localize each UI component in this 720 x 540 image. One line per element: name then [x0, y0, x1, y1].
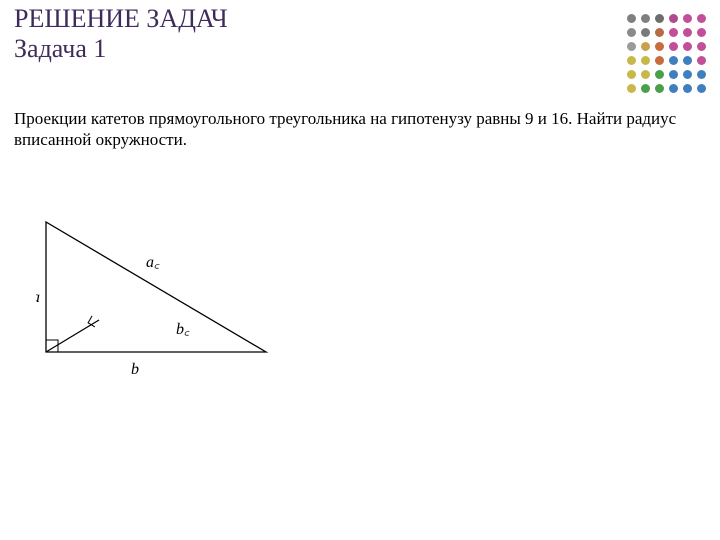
dot-icon	[655, 84, 664, 93]
title-line-1: РЕШЕНИЕ ЗАДАЧ	[14, 4, 228, 33]
dot-icon	[697, 84, 706, 93]
dot-icon	[641, 28, 650, 37]
dot-icon	[697, 28, 706, 37]
dot-icon	[683, 70, 692, 79]
dot-icon	[655, 56, 664, 65]
dot-icon	[655, 14, 664, 23]
slide-page: РЕШЕНИЕ ЗАДАЧ Задача 1 Проекции катетов …	[0, 0, 720, 540]
dot-icon	[683, 14, 692, 23]
dot-icon	[627, 42, 636, 51]
dot-icon	[641, 14, 650, 23]
dot-icon	[627, 28, 636, 37]
dot-icon	[655, 70, 664, 79]
dot-icon	[655, 42, 664, 51]
problem-text: Проекции катетов прямоугольного треуголь…	[14, 108, 720, 151]
slide-title: РЕШЕНИЕ ЗАДАЧ Задача 1	[14, 4, 228, 64]
dot-icon	[669, 56, 678, 65]
dot-icon	[683, 28, 692, 37]
dot-icon	[697, 70, 706, 79]
dot-icon	[683, 56, 692, 65]
dot-icon	[683, 42, 692, 51]
svg-text:a꜀: a꜀	[146, 254, 160, 271]
svg-text:a: a	[36, 289, 40, 306]
dot-icon	[641, 70, 650, 79]
dot-icon	[627, 56, 636, 65]
dot-icon	[641, 56, 650, 65]
dot-icon	[697, 56, 706, 65]
dot-icon	[669, 28, 678, 37]
title-line-2: Задача 1	[14, 34, 106, 63]
dot-icon	[641, 42, 650, 51]
decorative-dots	[627, 14, 706, 93]
triangle-svg: a꜀ a b꜀ b	[36, 212, 296, 382]
triangle-figure: a꜀ a b꜀ b	[36, 212, 296, 387]
svg-text:b: b	[131, 361, 139, 378]
dot-icon	[627, 70, 636, 79]
svg-text:b꜀: b꜀	[176, 321, 190, 338]
dot-icon	[697, 42, 706, 51]
dot-icon	[669, 42, 678, 51]
dot-icon	[641, 84, 650, 93]
dot-icon	[627, 14, 636, 23]
dot-icon	[669, 70, 678, 79]
dot-icon	[669, 84, 678, 93]
dot-icon	[683, 84, 692, 93]
dot-icon	[697, 14, 706, 23]
dot-icon	[655, 28, 664, 37]
dot-icon	[627, 84, 636, 93]
dot-icon	[669, 14, 678, 23]
